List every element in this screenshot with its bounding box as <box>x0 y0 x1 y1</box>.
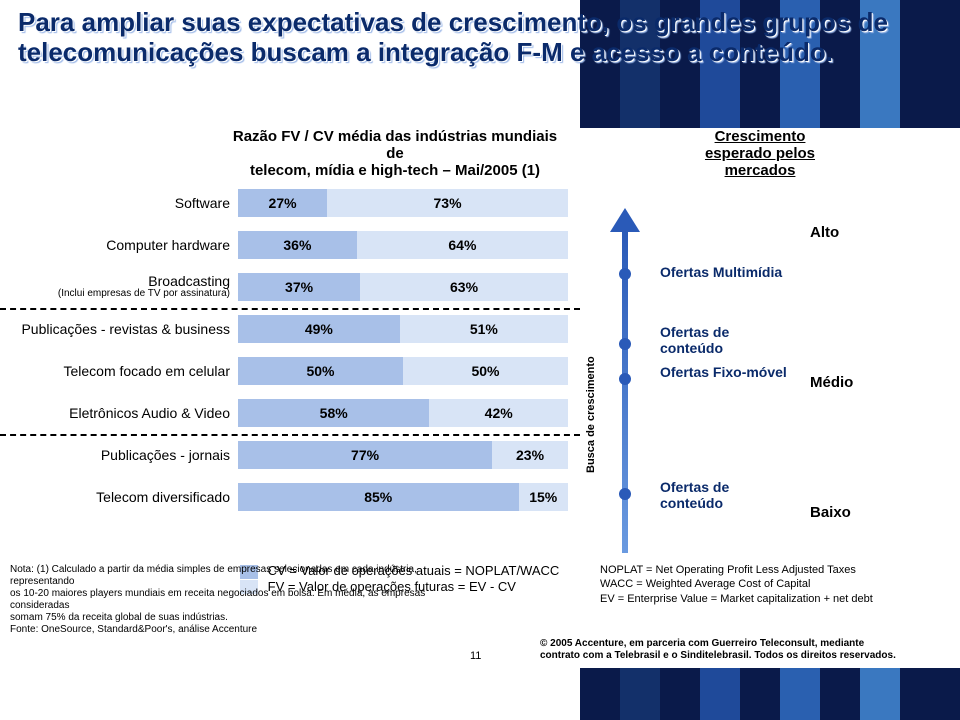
fv-segment: 15% <box>519 483 569 511</box>
bar: 37%63% <box>238 273 568 301</box>
cv-segment: 77% <box>238 441 492 469</box>
glossary-line: WACC = Weighted Average Cost of Capital <box>600 577 940 591</box>
chart-row: Telecom diversificado85%15% <box>0 478 580 516</box>
fv-segment: 64% <box>357 231 568 259</box>
copyright-l1: © 2005 Accenture, em parceria com Guerre… <box>540 638 864 649</box>
cv-segment: 85% <box>238 483 519 511</box>
offer-label: Ofertas de conteúdo <box>660 479 790 511</box>
page-number: 11 <box>470 650 481 662</box>
fv-segment: 73% <box>327 189 568 217</box>
arrow-dot-icon <box>619 373 631 385</box>
slide: Para ampliar suas expectativas de cresci… <box>0 0 960 720</box>
growth-subtitle: Crescimento esperado pelos mercados <box>670 128 850 179</box>
fv-segment: 42% <box>429 399 568 427</box>
category-label: Eletrônicos Audio & Video <box>0 406 238 421</box>
bar: 85%15% <box>238 483 568 511</box>
cv-segment: 49% <box>238 315 400 343</box>
chart-subtitle-l1: Razão FV / CV média das indústrias mundi… <box>233 128 557 162</box>
fv-segment: 51% <box>400 315 568 343</box>
separator-line <box>0 308 580 310</box>
note-line: somam 75% da receita global de suas indú… <box>10 612 480 624</box>
chart-row: Computer hardware36%64% <box>0 226 580 264</box>
arrow-dot-icon <box>619 338 631 350</box>
copyright-l2: contrato com a Telebrasil e o Sinditeleb… <box>540 650 896 661</box>
footnote: Nota: (1) Calculado a partir da média si… <box>10 564 480 636</box>
cv-segment: 50% <box>238 357 403 385</box>
glossary-line: NOPLAT = Net Operating Profit Less Adjus… <box>600 563 940 577</box>
content-area: Razão FV / CV média das indústrias mundi… <box>0 128 960 668</box>
chart-row: Publicações - jornais77%23% <box>0 436 580 474</box>
category-label: Computer hardware <box>0 238 238 253</box>
arrow-head-icon <box>610 208 640 232</box>
fv-segment: 63% <box>360 273 568 301</box>
slide-title: Para ampliar suas expectativas de cresci… <box>18 8 942 68</box>
category-label: Broadcasting(Inclui empresas de TV por a… <box>0 274 238 299</box>
category-label: Software <box>0 196 238 211</box>
category-label: Publicações - revistas & business <box>0 322 238 337</box>
cv-segment: 37% <box>238 273 360 301</box>
chart-row: Broadcasting(Inclui empresas de TV por a… <box>0 268 580 306</box>
offer-label: Ofertas Fixo-móvel <box>660 364 787 380</box>
cv-segment: 27% <box>238 189 327 217</box>
glossary-line: EV = Enterprise Value = Market capitaliz… <box>600 592 940 606</box>
chart-subtitle-l2: telecom, mídia e high-tech – Mai/2005 (1… <box>250 162 540 179</box>
fv-segment: 50% <box>403 357 568 385</box>
cv-segment: 36% <box>238 231 357 259</box>
note-line: os 10-20 maiores players mundiais em rec… <box>10 588 480 612</box>
category-label: Publicações - jornais <box>0 448 238 463</box>
chart-row: Eletrônicos Audio & Video58%42% <box>0 394 580 432</box>
level-label: Alto <box>810 224 839 241</box>
offer-label: Ofertas de conteúdo <box>660 324 790 356</box>
offer-label: Ofertas Multimídia <box>660 264 782 280</box>
growth-arrow <box>600 208 650 553</box>
copyright: © 2005 Accenture, em parceria com Guerre… <box>540 638 950 662</box>
level-label: Baixo <box>810 504 851 521</box>
title-block: Para ampliar suas expectativas de cresci… <box>18 8 942 68</box>
growth-subtitle-l2: esperado pelos mercados <box>705 145 815 179</box>
chart-row: Software27%73% <box>0 184 580 222</box>
category-label: Telecom diversificado <box>0 490 238 505</box>
fv-segment: 23% <box>492 441 568 469</box>
growth-subtitle-l1: Crescimento <box>715 128 806 145</box>
note-line: Nota: (1) Calculado a partir da média si… <box>10 564 480 588</box>
bar: 36%64% <box>238 231 568 259</box>
cv-segment: 58% <box>238 399 429 427</box>
bar: 58%42% <box>238 399 568 427</box>
category-label: Telecom focado em celular <box>0 364 238 379</box>
level-label: Médio <box>810 374 853 391</box>
glossary: NOPLAT = Net Operating Profit Less Adjus… <box>600 563 940 606</box>
arrow-label: Busca de crescimento <box>585 356 597 473</box>
chart-row: Telecom focado em celular50%50% <box>0 352 580 390</box>
bar: 50%50% <box>238 357 568 385</box>
note-line: Fonte: OneSource, Standard&Poor's, análi… <box>10 624 480 636</box>
bar: 27%73% <box>238 189 568 217</box>
bar: 77%23% <box>238 441 568 469</box>
arrow-dot-icon <box>619 268 631 280</box>
bar: 49%51% <box>238 315 568 343</box>
separator-line <box>0 434 580 436</box>
bar-chart: Software27%73%Computer hardware36%64%Bro… <box>0 184 580 520</box>
chart-row: Publicações - revistas & business49%51% <box>0 310 580 348</box>
chart-subtitle: Razão FV / CV média das indústrias mundi… <box>230 128 560 179</box>
arrow-dot-icon <box>619 488 631 500</box>
